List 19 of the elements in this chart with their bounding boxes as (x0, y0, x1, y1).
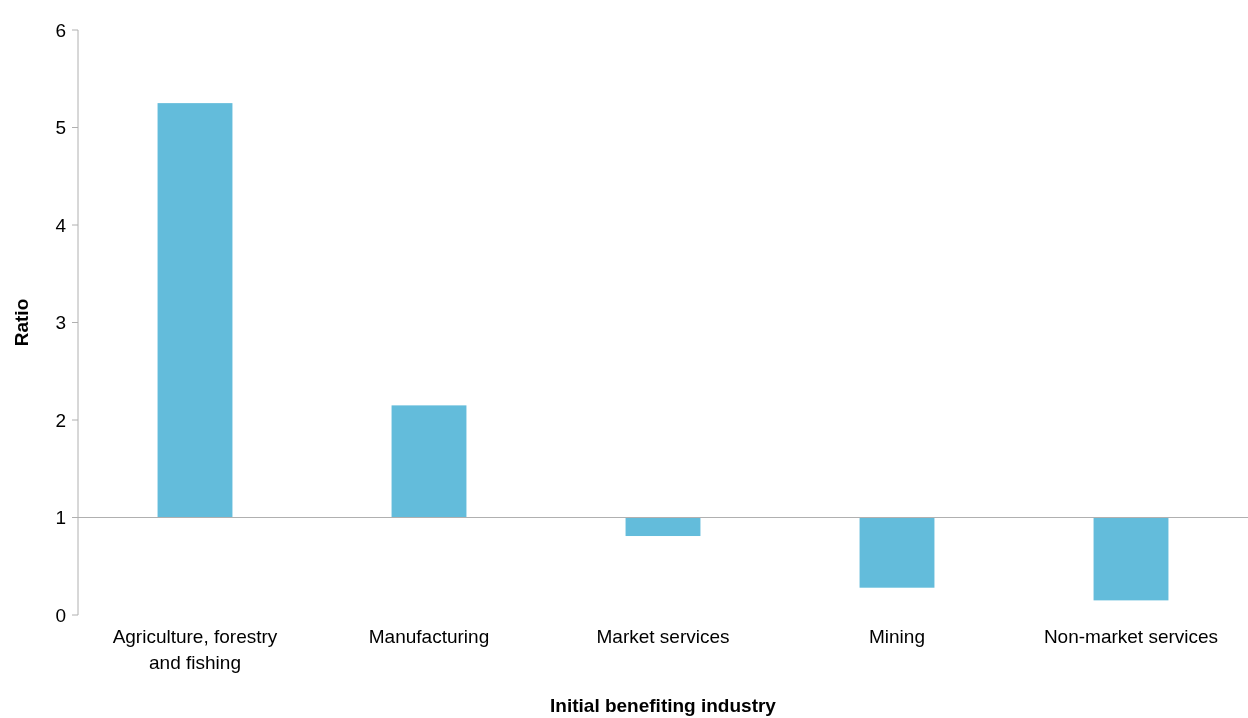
bar (1093, 517, 1169, 601)
bar (391, 405, 467, 518)
y-tick-label: 2 (55, 409, 66, 431)
bar (157, 103, 233, 518)
y-tick-label: 5 (55, 117, 66, 139)
x-axis-title: Initial benefiting industry (550, 695, 777, 716)
x-tick-label: Non-market services (1043, 626, 1219, 647)
x-tick-label: Mining (869, 626, 925, 647)
y-tick-label: 4 (55, 214, 67, 236)
bar (625, 517, 701, 537)
x-tick-label: Manufacturing (368, 626, 490, 647)
y-tick-label: 6 (55, 19, 66, 41)
x-tick-label: Market services (596, 626, 730, 647)
y-axis-title: Ratio (11, 298, 32, 347)
y-tick-label: 1 (55, 507, 66, 529)
y-tick-label: 3 (55, 312, 66, 334)
bar (859, 517, 935, 588)
x-tick-label: Agriculture, forestry and fishing (112, 626, 278, 673)
y-tick-label: 0 (55, 604, 66, 626)
